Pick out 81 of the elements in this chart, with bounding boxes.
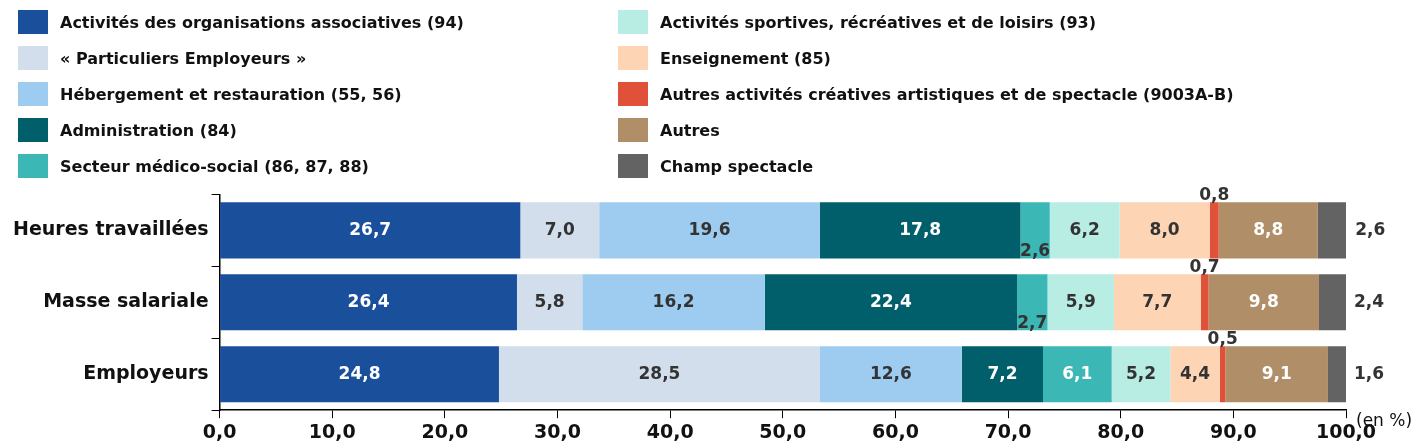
data-label: 8,0 [1149,218,1180,239]
legend-label: Activités des organisations associatives (94) [60,12,464,32]
bar [1017,274,1048,331]
bar [1225,346,1328,403]
data-label: 26,7 [349,218,392,239]
bar [819,346,962,403]
x-tick-label: 0,0 [202,419,237,442]
data-label: 9,8 [1248,290,1279,311]
x-tick-label: 10,0 [308,419,356,442]
x-tick-label: 80,0 [1097,419,1145,442]
data-label: 4,4 [1180,362,1211,383]
x-tick-label: 50,0 [759,419,807,442]
data-label: 5,8 [534,290,565,311]
bar [1209,202,1219,259]
bar [516,274,583,331]
bar [220,274,517,331]
data-label: 9,1 [1261,362,1292,383]
bar [1327,346,1346,403]
x-tick-label: 30,0 [534,419,581,442]
bar [599,202,820,259]
bar [1119,202,1210,259]
bar [1170,346,1220,403]
legend-label: Administration (84) [60,120,237,140]
bar [1111,346,1171,403]
data-label: 7,0 [544,218,575,239]
legend-label: Hébergement et restauration (55, 56) [60,84,402,104]
bar [961,346,1043,403]
data-label: 16,2 [652,290,695,311]
x-tick-label: 20,0 [421,419,469,442]
data-label: 0,8 [1199,184,1230,205]
data-label: 24,8 [338,362,381,383]
data-label: 2,7 [1017,312,1048,333]
bar [220,202,521,259]
data-label: 7,2 [987,362,1018,383]
legend-label: Autres [660,120,720,140]
legend-label: Enseignement (85) [660,48,831,68]
data-label: 12,6 [869,362,912,383]
bar [1208,274,1319,331]
data-label: 2,6 [1355,218,1386,239]
legend-label: Secteur médico-social (86, 87, 88) [60,156,369,176]
y-tick-label: Masse salariale [43,289,209,312]
bar [1113,274,1201,331]
bar [1049,202,1120,259]
data-label: 1,6 [1354,362,1385,383]
legend-label: « Particuliers Employeurs » [60,48,307,68]
x-tick-label: 60,0 [871,419,919,442]
data-label: 6,1 [1062,362,1093,383]
y-tick-label: Employeurs [83,361,209,384]
bar [819,202,1021,259]
data-label: 8,8 [1253,218,1284,239]
legend-label: Autres activités créatives artistiques et de spectacle (9003A-B) [660,84,1234,104]
bar [220,346,499,403]
data-label: 19,6 [688,218,731,239]
bar [498,346,820,403]
bar [764,274,1018,331]
bar [1047,274,1114,331]
data-label: 0,7 [1189,256,1220,277]
x-tick-label: 90,0 [1209,419,1257,442]
bar [1200,274,1209,331]
legend-label: Champ spectacle [660,156,814,176]
bar [1218,202,1318,259]
bar [1318,274,1346,331]
data-label: 5,9 [1065,290,1096,311]
data-label: 6,2 [1069,218,1100,239]
data-label: 26,4 [347,290,390,311]
data-label: 0,5 [1207,328,1238,349]
data-label: 7,7 [1142,290,1173,311]
bar [1317,202,1346,259]
x-tick-label: 40,0 [646,419,694,442]
data-label: 5,2 [1125,362,1157,383]
data-label: 17,8 [899,218,942,239]
bar [1043,346,1112,403]
data-label: 28,5 [638,362,681,383]
data-label: 2,4 [1354,290,1385,311]
y-tick-label: Heures travaillées [12,217,209,240]
data-label: 22,4 [869,290,913,311]
bar [520,202,600,259]
x-tick-label: 70,0 [984,419,1032,442]
bar [582,274,765,331]
data-label: 2,6 [1020,240,1051,261]
legend-label: Activités sportives, récréatives et de loisirs (93) [660,12,1097,32]
